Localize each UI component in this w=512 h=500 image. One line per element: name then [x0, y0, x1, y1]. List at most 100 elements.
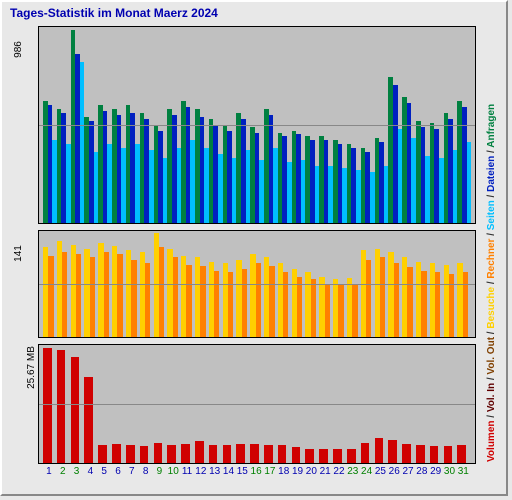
xaxis-day: 24: [360, 466, 374, 477]
bar-rechner: [159, 247, 164, 337]
bar-rechner: [117, 254, 122, 337]
xaxis-day: 21: [318, 466, 332, 477]
bar-rechner: [338, 285, 343, 337]
xaxis-day: 16: [249, 466, 263, 477]
bar-volumen: [264, 445, 273, 463]
xaxis-day: 19: [291, 466, 305, 477]
panel-visits: [38, 230, 476, 338]
bar-rechner: [463, 272, 468, 337]
bar-volumen: [278, 445, 287, 463]
bar-volumen: [333, 449, 342, 463]
bar-rechner: [366, 260, 371, 337]
bar-volumen: [84, 377, 93, 463]
bar-rechner: [90, 257, 95, 337]
bar-rechner: [186, 265, 191, 337]
panel-hits: [38, 26, 476, 224]
bar-rechner: [48, 256, 53, 337]
bar-rechner: [145, 263, 150, 337]
xaxis-day: 4: [83, 466, 97, 477]
bar-volumen: [319, 449, 328, 463]
xaxis-day: 22: [332, 466, 346, 477]
bar-rechner: [421, 271, 426, 337]
xaxis-day: 27: [401, 466, 415, 477]
bar-volumen: [71, 357, 80, 463]
bar-rechner: [200, 266, 205, 337]
bar-volumen: [181, 444, 190, 463]
stats-frame: Tages-Statistik im Monat Maerz 2024 986 …: [0, 0, 508, 496]
bar-volumen: [223, 445, 232, 463]
xaxis-day: 13: [208, 466, 222, 477]
ylabel-bot: 25.67 MB: [26, 346, 37, 389]
xaxis-day: 2: [56, 466, 70, 477]
bar-volumen: [154, 443, 163, 463]
bar-rechner: [435, 272, 440, 337]
bar-volumen: [167, 445, 176, 463]
ylabel-mid: 141: [13, 245, 24, 262]
bar-rechner: [173, 257, 178, 337]
xaxis-day: 3: [70, 466, 84, 477]
xaxis-day: 9: [153, 466, 167, 477]
bar-seiten: [467, 142, 472, 223]
panel-volume: [38, 344, 476, 464]
bar-rechner: [256, 263, 261, 337]
xaxis-day: 25: [374, 466, 388, 477]
xaxis-day: 6: [111, 466, 125, 477]
bar-rechner: [394, 263, 399, 337]
xaxis-day: 14: [222, 466, 236, 477]
bar-volumen: [444, 446, 453, 463]
bar-volumen: [430, 446, 439, 463]
bar-volumen: [126, 445, 135, 463]
bar-volumen: [292, 447, 301, 463]
bar-volumen: [112, 444, 121, 463]
bar-volumen: [305, 449, 314, 463]
bar-rechner: [325, 284, 330, 337]
ylabel-top: 986: [13, 41, 24, 58]
xaxis-day: 8: [139, 466, 153, 477]
xaxis-day: 26: [387, 466, 401, 477]
bar-rechner: [76, 254, 81, 337]
bar-volumen: [402, 444, 411, 463]
xaxis-day: 31: [456, 466, 470, 477]
bar-rechner: [131, 260, 136, 337]
legend-rotated: Volumen / Vol. In / Vol. Out / Besuche /…: [486, 104, 497, 462]
bar-rechner: [380, 257, 385, 337]
bar-volumen: [43, 348, 52, 463]
bar-volumen: [416, 445, 425, 463]
bar-volumen: [250, 444, 259, 463]
bar-rechner: [407, 267, 412, 337]
xaxis-day: 12: [194, 466, 208, 477]
bar-volumen: [347, 449, 356, 463]
bar-rechner: [269, 266, 274, 337]
xaxis-day: 23: [346, 466, 360, 477]
chart-title: Tages-Statistik im Monat Maerz 2024: [10, 6, 218, 20]
xaxis-day: 18: [277, 466, 291, 477]
bar-rechner: [228, 272, 233, 337]
bar-volumen: [209, 445, 218, 463]
bar-rechner: [242, 269, 247, 337]
xaxis-day: 7: [125, 466, 139, 477]
xaxis-day: 29: [429, 466, 443, 477]
xaxis-day: 15: [235, 466, 249, 477]
xaxis-day: 11: [180, 466, 194, 477]
bar-rechner: [283, 272, 288, 337]
bar-volumen: [57, 350, 66, 463]
xaxis-day: 5: [97, 466, 111, 477]
bar-volumen: [388, 440, 397, 463]
xaxis-day: 20: [304, 466, 318, 477]
xaxis-day: 30: [443, 466, 457, 477]
bar-rechner: [214, 271, 219, 337]
bar-volumen: [195, 441, 204, 463]
bar-volumen: [140, 446, 149, 463]
bar-volumen: [457, 445, 466, 463]
bar-volumen: [375, 438, 384, 463]
bar-rechner: [297, 277, 302, 337]
xaxis-day: 1: [42, 466, 56, 477]
bar-volumen: [98, 445, 107, 463]
bar-rechner: [311, 279, 316, 337]
xaxis-day: 17: [263, 466, 277, 477]
bar-volumen: [236, 444, 245, 463]
bar-volumen: [361, 443, 370, 463]
xaxis-day: 10: [166, 466, 180, 477]
x-axis-days: 1234567891011121314151617181920212223242…: [42, 466, 470, 477]
bar-rechner: [104, 252, 109, 337]
